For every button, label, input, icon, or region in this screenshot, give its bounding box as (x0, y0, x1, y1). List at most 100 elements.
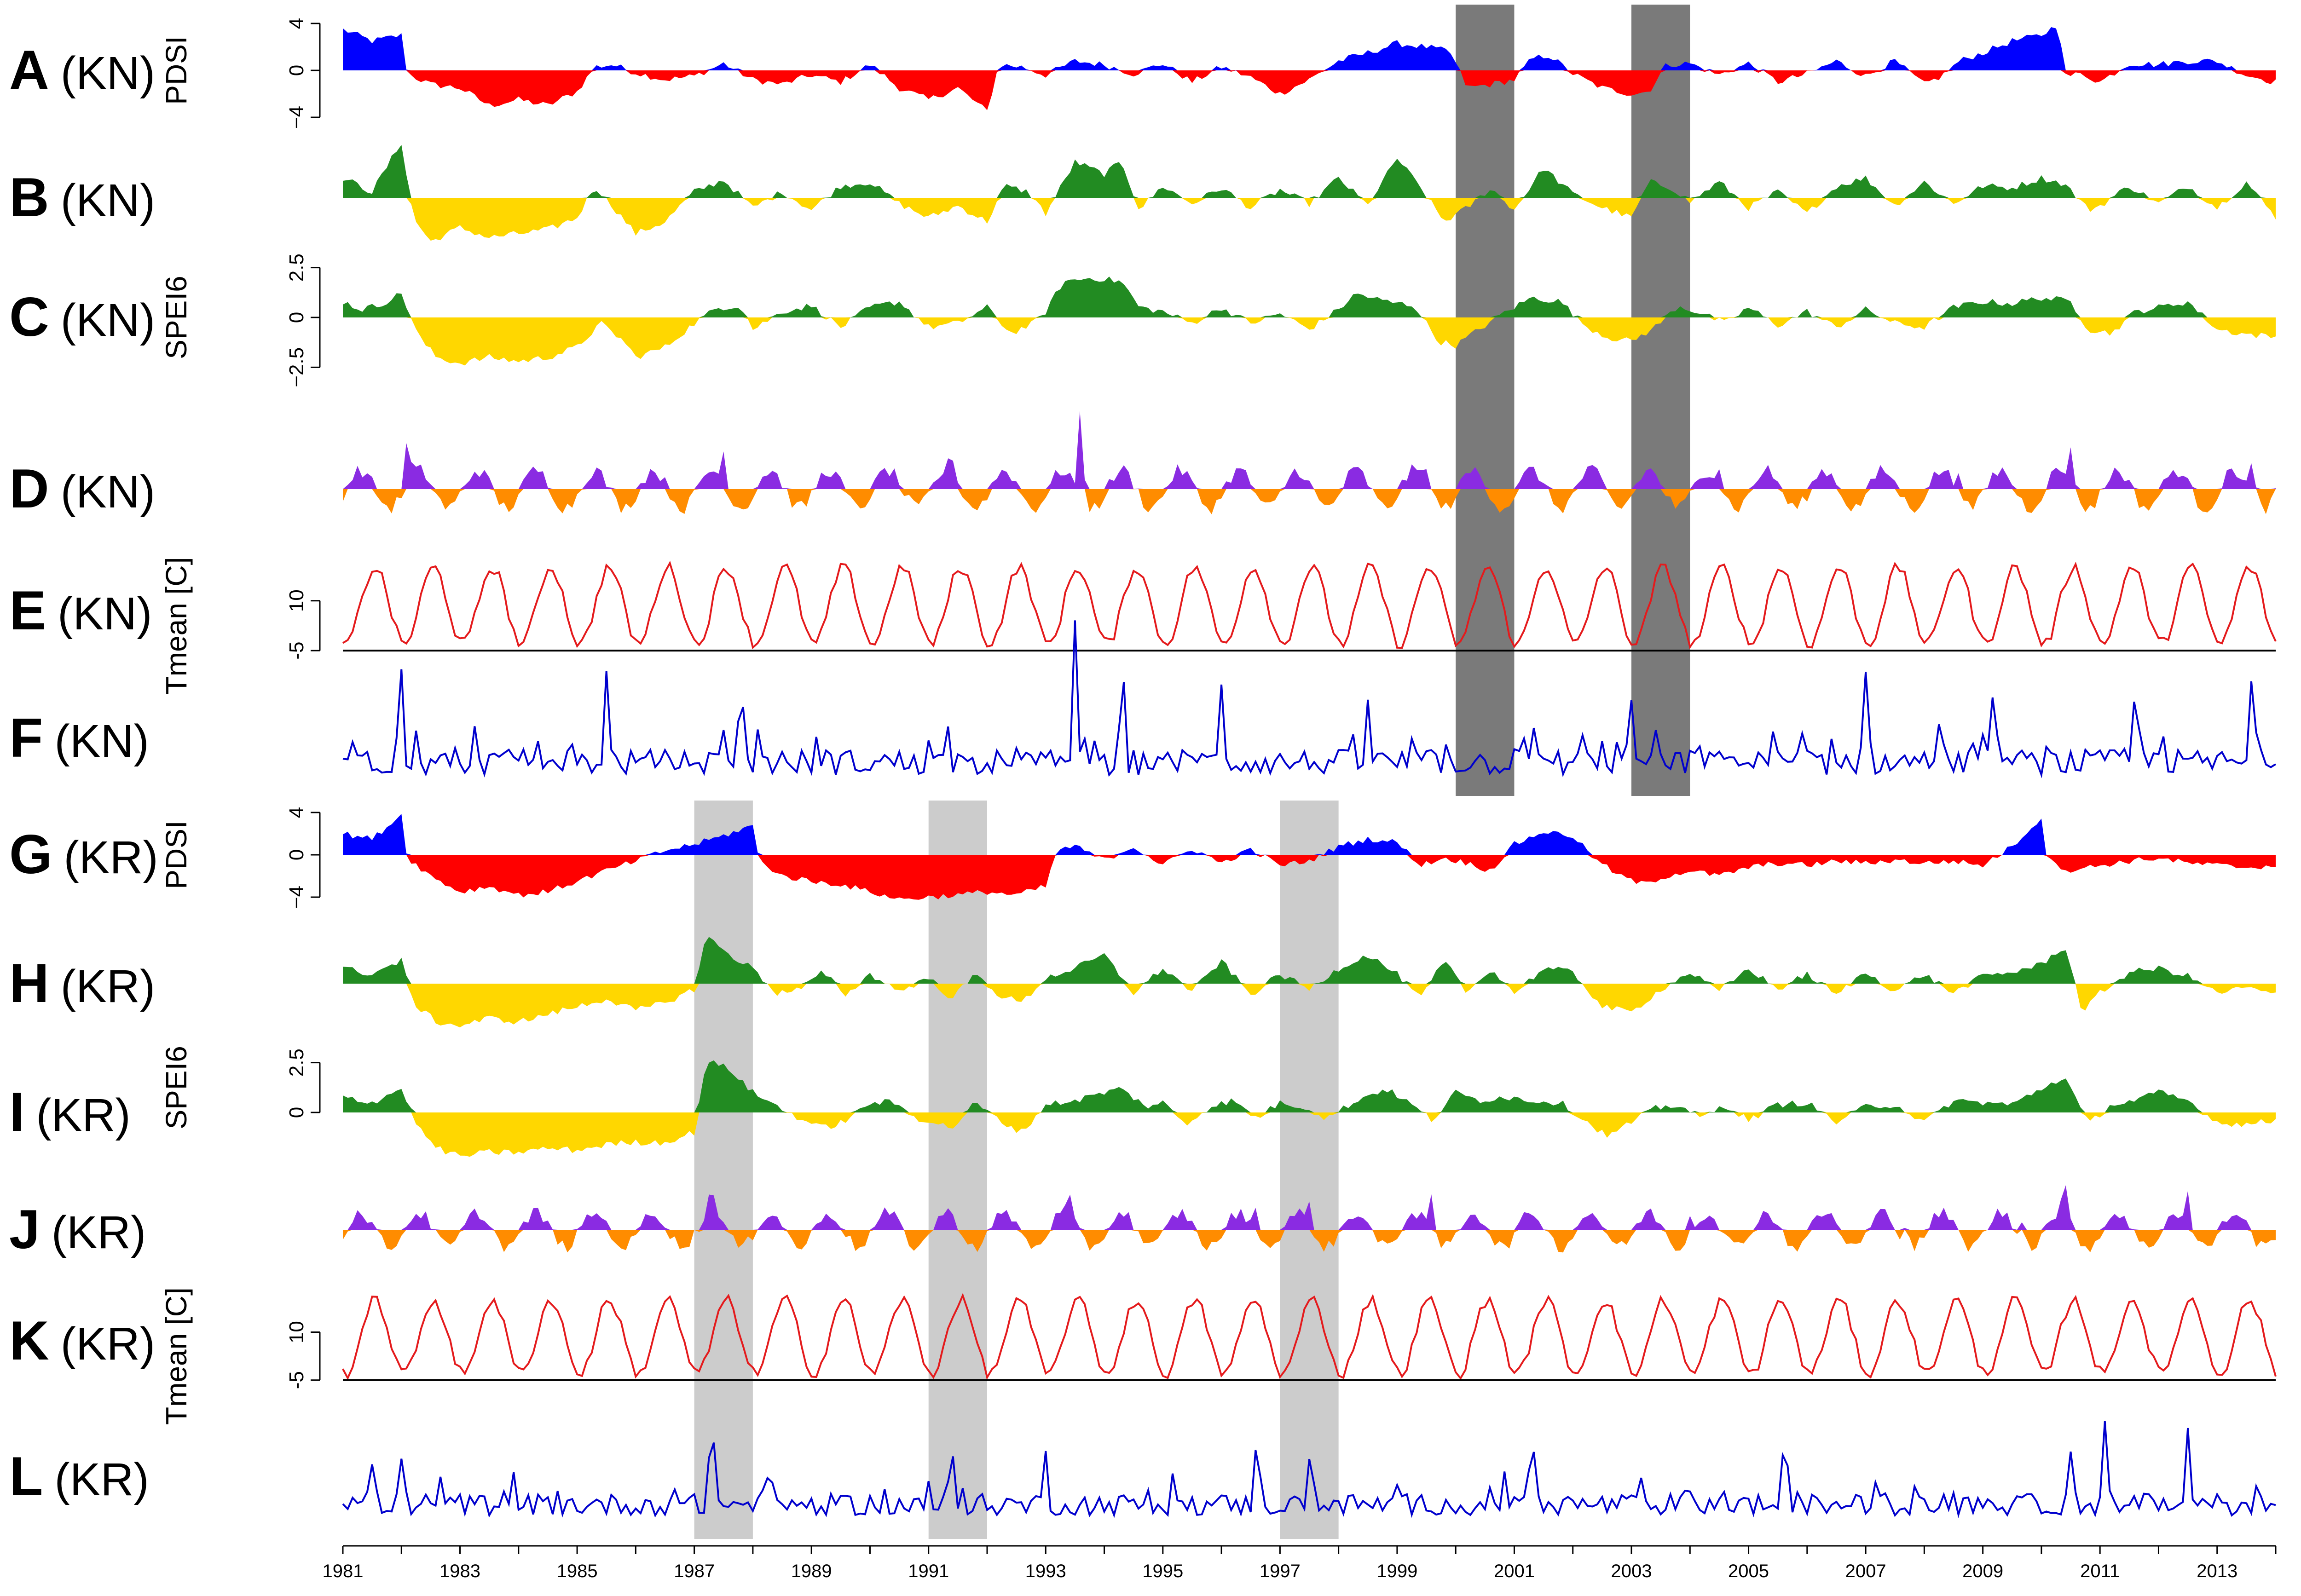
panel-label-i: I (KR) (9, 1081, 131, 1143)
x-tick-label: 2009 (1962, 1561, 2003, 1581)
y-tick-label: 4 (285, 807, 308, 818)
highlight-band-4 (928, 801, 987, 1539)
y-axis-e: 10 -5 Tmean [C] (160, 557, 321, 695)
panel-g: G (KR) 4 0 −4 PDSI (9, 807, 2276, 909)
series-d-pos-area (343, 411, 2276, 489)
y-tick-label: 4 (285, 18, 308, 29)
y-axis-label: Tmean [C] (160, 557, 193, 695)
panel-i: I (KR) 2.5 0 SPEI6 (9, 1046, 2276, 1157)
y-axis-label: PDSI (160, 820, 193, 889)
panel-site: (KN) (61, 466, 156, 518)
y-tick-label: -5 (285, 1371, 308, 1389)
y-tick-label: −4 (285, 886, 308, 909)
panel-letter: K (9, 1310, 49, 1371)
panel-site: (KR) (61, 961, 156, 1012)
panel-label-k: K (KR) (9, 1310, 155, 1371)
panel-letter: A (9, 39, 49, 101)
y-tick-label: 0 (285, 312, 308, 323)
series-d-neg-area (343, 489, 2276, 514)
y-axis-c: 2.5 0 −2.5 SPEI6 (160, 254, 321, 387)
panel-label-a: A (KN) (9, 39, 155, 101)
series-f-line (342, 620, 2277, 778)
chart-panels: A(KN)40−4PDSIB(KN)2.50−2.5SPEI3C(KN)2.50… (9, 18, 2277, 1518)
panel-site: (KN) (61, 294, 156, 346)
panel-site: (KR) (61, 1318, 156, 1370)
x-tick-label: 1991 (908, 1561, 949, 1581)
x-tick-label: 2011 (2080, 1561, 2120, 1581)
panel-label-b: B (KN) (9, 167, 155, 228)
panel-site: (KR) (64, 832, 158, 883)
y-tick-label: −4 (285, 106, 308, 129)
y-tick-label: 0 (285, 65, 308, 76)
y-axis-label: Tmean [C] (160, 1287, 193, 1425)
panel-letter: F (9, 707, 43, 769)
series-b-pos-area (343, 144, 2276, 198)
panel-letter: D (9, 458, 49, 519)
series-j-pos-area (343, 1185, 2276, 1230)
y-axis-label: PDSI (160, 36, 193, 104)
panel-f: F(KN)1000Prec [mm] (9, 620, 2277, 778)
y-tick-label: 2.5 (285, 1049, 308, 1077)
panel-site: (KR) (36, 1089, 131, 1141)
x-tick-label: 1995 (1142, 1561, 1183, 1581)
highlight-band-3 (694, 801, 753, 1539)
panel-h: H(KR)2.50−2.5SPEI3 (9, 937, 2276, 1028)
panel-label-j: J (KR) (9, 1198, 146, 1260)
y-tick-label: 0 (285, 1107, 308, 1118)
panel-site: (KN) (61, 47, 156, 99)
x-tick-label: 1987 (674, 1561, 715, 1581)
series-c-pos-area (343, 277, 2276, 317)
panel-letter: I (9, 1081, 24, 1143)
x-tick-label: 2007 (1845, 1561, 1886, 1581)
panel-label-c: C (KN) (9, 286, 155, 348)
y-axis-label: SPEI6 (160, 1046, 193, 1129)
highlight-band-5 (1280, 801, 1339, 1539)
highlight-band-2 (1631, 5, 1690, 796)
panel-e: E (KN) 10 -5 Tmean [C] (9, 557, 2277, 695)
panel-k: K (KR) 10 -5 Tmean [C] (9, 1287, 2277, 1425)
y-tick-label: 0 (285, 849, 308, 860)
series-c-neg-area (343, 317, 2276, 366)
series-i-neg-area (343, 1112, 2276, 1157)
panel-letter: J (9, 1198, 40, 1260)
panel-l: L(KR)1000Prec [mm] (9, 1421, 2276, 1518)
series-a-pos-area (343, 27, 2276, 70)
x-tick-label: 1989 (791, 1561, 832, 1581)
series-k-line (342, 1293, 2277, 1380)
y-tick-label: -5 (285, 642, 308, 660)
panel-j: J(KR)1500−150CWB (9, 1185, 2276, 1260)
y-tick-label: 2.5 (285, 254, 308, 282)
series-h-pos-area (343, 937, 2276, 984)
panel-letter: H (9, 952, 49, 1014)
y-axis-i: 2.5 0 SPEI6 (160, 1046, 321, 1129)
y-tick-label: −2.5 (285, 347, 308, 387)
x-tick-label: 1999 (1376, 1561, 1417, 1581)
highlight-bands (694, 5, 1690, 1539)
panel-letter: E (9, 580, 46, 641)
panel-label-h: H (KR) (9, 952, 155, 1014)
panel-label-l: L (KR) (9, 1446, 149, 1507)
panel-letter: G (9, 824, 52, 885)
panel-site: (KN) (61, 175, 156, 226)
panel-label-d: D (KN) (9, 458, 155, 519)
x-tick-label: 2013 (2197, 1561, 2237, 1581)
x-tick-label: 1993 (1025, 1561, 1066, 1581)
series-i-pos-area (343, 1060, 2276, 1112)
x-tick-label: 1981 (323, 1561, 364, 1581)
panel-letter: C (9, 286, 49, 348)
y-axis-label: SPEI6 (160, 276, 193, 359)
panel-label-g: G (KR) (9, 824, 158, 885)
panel-b: B(KN)2.50−2.5SPEI3 (9, 144, 2276, 241)
highlight-band-1 (1456, 5, 1515, 796)
series-l-line (342, 1421, 2276, 1518)
x-tick-label: 2005 (1728, 1561, 1769, 1581)
panel-letter: B (9, 167, 49, 228)
series-g-neg-area (343, 855, 2276, 900)
series-j-neg-area (343, 1230, 2276, 1253)
panel-letter: L (9, 1446, 43, 1507)
x-tick-label: 1997 (1260, 1561, 1301, 1581)
panel-label-e: E (KN) (9, 580, 152, 641)
series-a-neg-area (343, 70, 2276, 110)
x-tick-label: 2003 (1611, 1561, 1652, 1581)
